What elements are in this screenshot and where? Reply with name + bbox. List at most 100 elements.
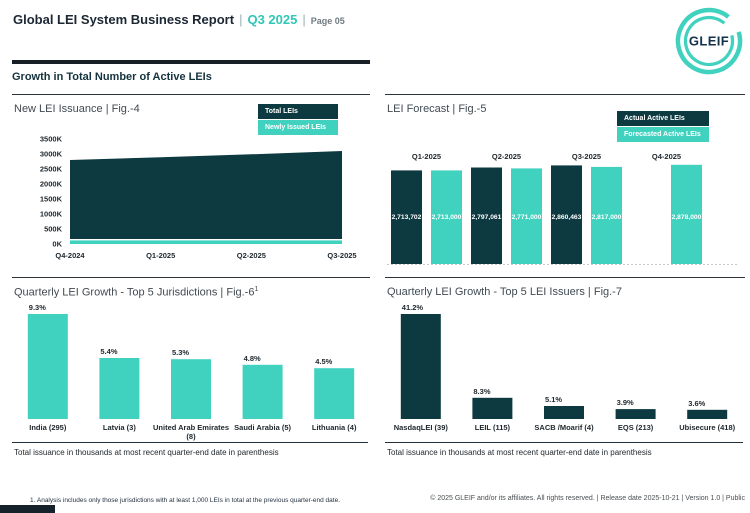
bar-value-label: 8.3% <box>473 387 490 396</box>
x-axis-label: Q2-2025 <box>237 251 266 260</box>
logo-outer-ring <box>675 7 743 75</box>
category-label: Q4-2025 <box>652 152 681 161</box>
chart-note: Total issuance in thousands at most rece… <box>14 448 279 457</box>
category-label: Ubisecure (418) <box>679 423 735 432</box>
y-axis-tick: 3000K <box>40 150 63 159</box>
bar <box>687 409 728 419</box>
bar-value-label: 5.4% <box>100 347 117 356</box>
bar-forecasted-active-leis <box>591 166 622 264</box>
bar <box>27 314 68 419</box>
legend-item-newly-issued-leis: Newly Issued LEIs <box>258 120 338 135</box>
bar-chart-lei-forecast: Q1-2025 2,713,702 2,713,000 Q2-2025 2,797,06… <box>387 152 737 265</box>
category-label: (8) <box>186 432 196 441</box>
bar <box>544 406 584 419</box>
x-axis-label: Q4-2024 <box>55 251 85 260</box>
bar-value-label: 3.9% <box>617 398 634 407</box>
category-label: Latvia (3) <box>103 423 136 432</box>
bar-actual-active-leis <box>471 167 502 264</box>
bar-value-label: 4.5% <box>315 357 332 366</box>
bar-forecasted-active-leis <box>511 168 542 264</box>
bar <box>99 358 140 419</box>
chart-title-fig4: New LEI Issuance | Fig.-4 <box>14 103 140 115</box>
report-title: Global LEI System Business Report <box>13 12 235 27</box>
panel-top5-lei-issuers: Quarterly LEI Growth - Top 5 LEI Issuers… <box>385 277 745 463</box>
bar-value-label: 5.3% <box>172 348 189 357</box>
bar-forecasted-active-leis <box>671 164 702 264</box>
y-axis-tick: 1500K <box>40 195 63 204</box>
panel-top5-jurisdictions: Quarterly LEI Growth - Top 5 Jurisdictio… <box>12 277 370 463</box>
bar-value-label: 2,713,702 <box>392 214 422 221</box>
bar-value-label: 3.6% <box>688 399 705 408</box>
area-newly-issued-leis <box>70 240 342 244</box>
bar-value-label: 2,878,000 <box>672 214 702 221</box>
category-label: SACB /Moarif (4) <box>534 423 594 432</box>
bar-value-label: 2,860,463 <box>552 214 582 221</box>
copyright: © 2025 GLEIF and/or its affiliates. All … <box>430 495 745 502</box>
note-divider <box>12 442 368 443</box>
category-label: LEIL (115) <box>475 423 511 432</box>
y-axis-tick: 2000K <box>40 180 63 189</box>
chart-title-fig7: Quarterly LEI Growth - Top 5 LEI Issuers… <box>387 286 622 298</box>
bar <box>615 409 656 419</box>
category-label: Q3-2025 <box>572 152 601 161</box>
footnote-marker: 1 <box>254 286 259 293</box>
bar <box>472 397 513 419</box>
footer-accent-bar <box>0 505 55 513</box>
y-axis-tick: 1000K <box>40 210 63 219</box>
bar-value-label: 4.8% <box>244 354 261 363</box>
chart-title-fig5: LEI Forecast | Fig.-5 <box>387 103 487 115</box>
bar-value-label: 41.2% <box>402 303 424 312</box>
legend-item-total-leis: Total LEIs <box>258 104 338 119</box>
x-axis-label: Q1-2025 <box>146 251 175 260</box>
x-axis-label: Q3-2025 <box>327 251 356 260</box>
legend-fig4: Total LEIs Newly Issued LEIs <box>258 104 338 136</box>
separator: | <box>239 12 243 27</box>
panel-new-lei-issuance: New LEI Issuance | Fig.-4 Total LEIs New… <box>12 94 370 277</box>
category-label: Saudi Arabia (5) <box>234 423 291 432</box>
category-label: India (295) <box>29 423 67 432</box>
area-chart-new-lei-issuance: 3500K 3000K 2500K 2000K 1500K 1000K 500K 0K Q4-2… <box>40 135 357 261</box>
bar-value-label: 9.3% <box>29 303 46 312</box>
category-label: Q1-2025 <box>412 152 441 161</box>
bar-actual-active-leis <box>551 165 582 264</box>
report-header: Global LEI System Business Report | Q3 202… <box>13 11 345 29</box>
chart-title-fig6: Quarterly LEI Growth - Top 5 Jurisdictio… <box>14 286 258 299</box>
y-axis-tick: 0K <box>52 240 62 249</box>
y-axis-tick: 500K <box>44 225 63 234</box>
bar-value-label: 2,817,000 <box>592 214 622 221</box>
panel-lei-forecast: LEI Forecast | Fig.-5 Actual Active LEIs… <box>385 94 745 277</box>
bar-value-label: 2,771,000 <box>512 214 542 221</box>
report-period: Q3 2025 <box>247 12 298 27</box>
category-label: Q2-2025 <box>492 152 521 161</box>
bar <box>171 359 211 419</box>
header-rule <box>12 60 370 64</box>
bar-value-label: 2,713,000 <box>432 214 462 221</box>
category-label: Lithuania (4) <box>312 423 357 432</box>
gleif-logo: GLEIF <box>675 7 743 75</box>
category-label: EQS (213) <box>618 423 654 432</box>
bar <box>400 314 441 419</box>
y-axis-tick: 3500K <box>40 135 63 144</box>
bar-value-label: 5.1% <box>545 395 562 404</box>
legend-item-actual-active-leis: Actual Active LEIs <box>617 111 709 126</box>
logo-text: GLEIF <box>689 34 729 49</box>
chart-note: Total issuance in thousands at most rece… <box>387 448 652 457</box>
bar-value-label: 2,797,061 <box>472 214 502 221</box>
bar-chart-top5-jurisdictions: 9.3% India (295) 5.4% Latvia (3) 5.3% United … <box>27 303 357 441</box>
legend-fig5: Actual Active LEIs Forecasted Active LEI… <box>617 111 709 143</box>
category-label: United Arab Emirates <box>153 423 229 432</box>
bar-actual-active-leis <box>391 170 422 264</box>
footnote: 1. Analysis includes only those jurisdic… <box>30 497 341 504</box>
bar <box>242 364 283 419</box>
area-total-leis <box>70 151 342 239</box>
legend-item-forecasted-active-leis: Forecasted Active LEIs <box>617 127 709 142</box>
bar-forecasted-active-leis <box>431 170 462 264</box>
section-heading: Growth in Total Number of Active LEIs <box>12 71 212 83</box>
bar-chart-top5-lei-issuers: 41.2% NasdaqLEI (39) 8.3% LEIL (115) 5.1% SAC… <box>394 303 736 432</box>
category-label: NasdaqLEI (39) <box>394 423 449 432</box>
y-axis-tick: 2500K <box>40 165 63 174</box>
page-number: Page 05 <box>310 16 345 26</box>
separator: | <box>302 12 306 27</box>
chart-title-text: Quarterly LEI Growth - Top 5 Jurisdictio… <box>14 286 255 299</box>
